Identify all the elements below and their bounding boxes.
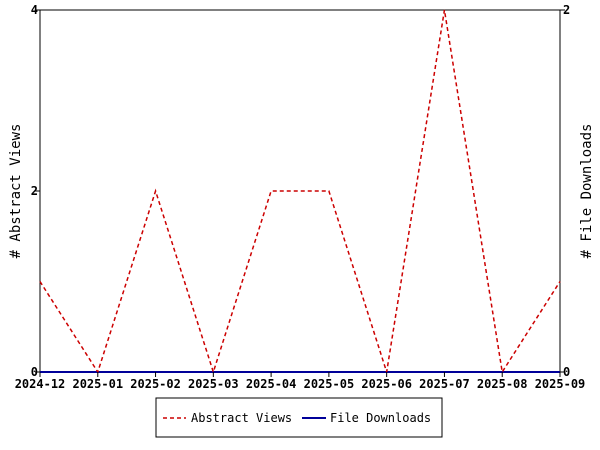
x-tick-label: 2025-05 [304, 377, 355, 391]
x-tick-label: 2025-07 [419, 377, 470, 391]
left-y-axis-ticks: 0 2 4 [31, 3, 40, 379]
series-line-abstract-views [39, 9, 561, 375]
legend-label-abstract-views: Abstract Views [191, 411, 292, 425]
axes [39, 9, 561, 373]
x-tick-label: 2025-06 [361, 377, 412, 391]
legend-label-file-downloads: File Downloads [330, 411, 431, 425]
x-tick-label: 2025-09 [535, 377, 586, 391]
right-y-axis-ticks: 02 [560, 3, 570, 379]
right-y-axis-title: # File Downloads [579, 124, 595, 259]
left-y-tick-label: 4 [31, 3, 38, 17]
x-tick-label: 2025-04 [246, 377, 297, 391]
legend: Abstract Views File Downloads [155, 397, 443, 438]
series-layer [39, 9, 561, 375]
x-tick-label: 2024-12 [15, 377, 66, 391]
right-y-tick-label: 0 [563, 365, 570, 379]
left-y-tick-label: 2 [31, 184, 38, 198]
x-tick-label: 2025-03 [188, 377, 239, 391]
x-tick-label: 2025-08 [477, 377, 528, 391]
left-y-tick-label: 0 [31, 365, 38, 379]
legend-box [155, 397, 443, 438]
x-tick-label: 2025-01 [72, 377, 123, 391]
x-axis-ticks: 2024-12 2025-01 2025-02 2025-03 2025-04 2025-… [15, 372, 586, 391]
plot-frame [39, 9, 561, 373]
right-y-tick-label: 2 [563, 3, 570, 17]
left-y-axis-title: # Abstract Views [8, 124, 24, 259]
x-tick-label: 2025-02 [130, 377, 181, 391]
